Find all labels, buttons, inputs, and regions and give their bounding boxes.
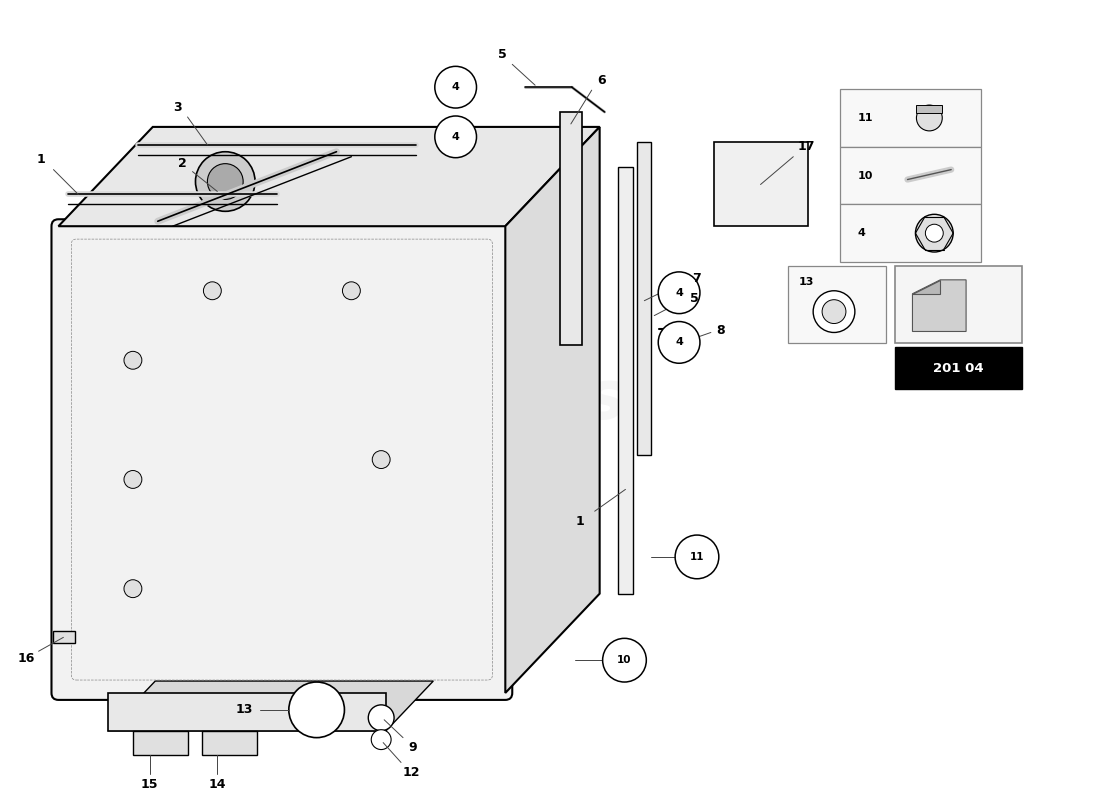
Bar [714, 142, 808, 226]
Text: 3: 3 [174, 101, 182, 114]
Text: 12: 12 [403, 766, 420, 779]
Text: 4: 4 [675, 288, 683, 298]
Text: specs: specs [415, 367, 626, 433]
Circle shape [289, 682, 344, 738]
Polygon shape [58, 127, 600, 226]
Text: 201 04: 201 04 [933, 362, 983, 374]
FancyBboxPatch shape [52, 219, 513, 700]
Text: 2: 2 [178, 157, 187, 170]
Circle shape [371, 730, 392, 750]
Text: 10: 10 [617, 655, 631, 665]
Text: 13: 13 [799, 277, 814, 287]
Text: 16: 16 [18, 652, 35, 665]
Circle shape [204, 282, 221, 300]
Bar [617, 166, 634, 594]
Bar [637, 142, 651, 454]
Bar [840, 146, 981, 204]
Circle shape [813, 290, 855, 333]
Circle shape [925, 224, 944, 242]
Text: 6: 6 [597, 74, 606, 86]
Text: 9: 9 [408, 741, 417, 754]
Bar [894, 347, 1022, 389]
Polygon shape [913, 280, 966, 331]
Text: 5: 5 [498, 48, 507, 61]
Circle shape [603, 638, 647, 682]
Circle shape [916, 105, 943, 131]
Text: euro: euro [178, 341, 385, 419]
Circle shape [434, 116, 476, 158]
Circle shape [368, 705, 394, 730]
Bar [916, 105, 943, 113]
Polygon shape [913, 280, 940, 294]
Polygon shape [505, 127, 600, 693]
Text: 17: 17 [798, 140, 815, 154]
Text: a passion for parts since 1985: a passion for parts since 1985 [249, 469, 514, 570]
Bar [202, 730, 257, 754]
Bar [894, 266, 1022, 343]
Text: 4: 4 [675, 338, 683, 347]
Bar [840, 204, 981, 262]
Text: 13: 13 [235, 703, 253, 716]
Bar [54, 631, 75, 643]
Text: 15: 15 [141, 778, 158, 791]
Circle shape [915, 214, 954, 252]
Text: 5: 5 [690, 292, 698, 306]
Bar [840, 89, 981, 146]
Bar [133, 730, 187, 754]
Bar [789, 266, 886, 343]
Text: 11: 11 [858, 113, 873, 123]
Text: 4: 4 [858, 228, 866, 238]
Circle shape [196, 152, 255, 211]
Circle shape [372, 450, 390, 469]
Circle shape [342, 282, 361, 300]
Circle shape [434, 66, 476, 108]
Circle shape [124, 351, 142, 370]
Bar [108, 693, 386, 730]
Text: 11: 11 [690, 552, 704, 562]
Circle shape [675, 535, 718, 578]
Circle shape [658, 272, 700, 314]
Text: 8: 8 [716, 324, 725, 337]
Circle shape [208, 164, 243, 199]
Circle shape [822, 300, 846, 323]
Polygon shape [108, 681, 433, 730]
Bar [560, 112, 582, 346]
Text: 14: 14 [209, 778, 227, 791]
Text: 7: 7 [693, 272, 702, 286]
Circle shape [658, 322, 700, 363]
Text: 4: 4 [452, 132, 460, 142]
Text: 1: 1 [36, 153, 45, 166]
Text: 10: 10 [858, 170, 873, 181]
Text: 1: 1 [575, 514, 584, 528]
Circle shape [124, 470, 142, 488]
Text: 4: 4 [452, 82, 460, 92]
Circle shape [124, 580, 142, 598]
